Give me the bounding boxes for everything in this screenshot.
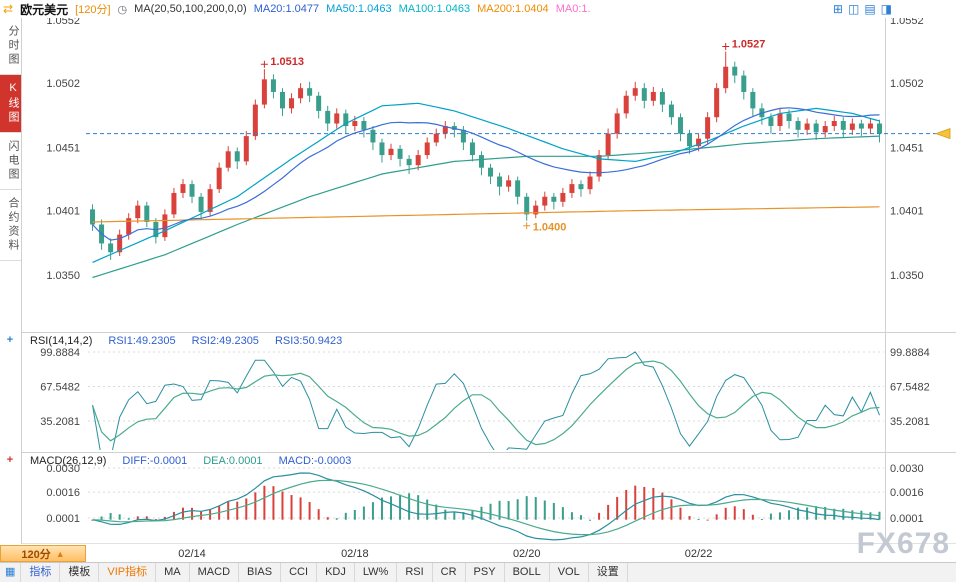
macd-value: MACD:-0.0003 — [278, 455, 352, 467]
rsi2-value: RSI2:49.2305 — [191, 335, 259, 347]
svg-text:0.0030: 0.0030 — [46, 463, 80, 475]
toolbar-item-boll[interactable]: BOLL — [505, 563, 550, 582]
toolbar-item-rsi[interactable]: RSI — [397, 563, 433, 582]
svg-text:1.0350: 1.0350 — [46, 270, 80, 282]
toolbar-item-ma[interactable]: MA — [156, 563, 190, 582]
interval-button[interactable]: 120分 ▲ — [0, 545, 86, 562]
macd-params: MACD(26,12,9) — [30, 455, 107, 467]
svg-text:0.0001: 0.0001 — [890, 513, 924, 525]
link-arrows-icon[interactable]: ⇄ — [3, 2, 14, 16]
svg-text:1.0451: 1.0451 — [46, 143, 80, 155]
svg-text:0.0001: 0.0001 — [46, 513, 80, 525]
layout-split-icon[interactable]: ◨ — [880, 2, 892, 16]
toolbar-item-template[interactable]: 模板 — [60, 563, 100, 582]
toolbar-item-kdj[interactable]: KDJ — [317, 563, 355, 582]
layout-columns-icon[interactable]: ◫ — [847, 2, 860, 16]
ma200-value: MA200:1.0404 — [477, 3, 549, 15]
svg-text:02/14: 02/14 — [178, 548, 206, 560]
svg-text:0.0030: 0.0030 — [890, 463, 924, 475]
symbol-name: 欧元美元 — [20, 2, 69, 17]
bottom-toolbar: ▦ 指标 模板 VIP指标 MA MACD BIAS CCI KDJ LW% R… — [0, 562, 956, 582]
macd-panel-icon[interactable]: + — [6, 454, 14, 466]
layout-rows-icon[interactable]: ▤ — [864, 2, 876, 16]
macd-indicator-header: MACD(26,12,9) DIFF:-0.0001 DEA:0.0001 MA… — [30, 454, 351, 468]
svg-text:0.0016: 0.0016 — [890, 487, 924, 499]
layout-grid-icon[interactable]: ⊞ — [832, 2, 843, 16]
toolbar-item-bias[interactable]: BIAS — [239, 563, 282, 582]
chart-header: ⇄ 欧元美元 [120分] ◷ MA(20,50,100,200,0,0) MA… — [0, 0, 956, 18]
chart-type-sidebar: 分时图 K线图 闪电图 合约资料 — [0, 18, 22, 544]
ma50-value: MA50:1.0463 — [326, 3, 392, 15]
sidebar-item-kline-chart[interactable]: K线图 — [0, 75, 21, 133]
interval-label: [120分] — [75, 4, 111, 16]
svg-text:1.0513: 1.0513 — [270, 56, 304, 68]
toolbar-item-settings[interactable]: 设置 — [589, 563, 628, 582]
chevron-up-icon: ▲ — [55, 548, 65, 559]
toolbar-item-cr[interactable]: CR — [433, 563, 466, 582]
interval-button-label: 120分 — [21, 548, 51, 561]
sidebar-item-time-chart[interactable]: 分时图 — [0, 18, 21, 75]
chart-canvas[interactable]: 1.0552 1.0552 1.0502 1.0502 1.0451 1.0451 1.04… — [0, 0, 956, 562]
dea-value: DEA:0.0001 — [203, 455, 263, 467]
svg-text:0.0016: 0.0016 — [46, 487, 80, 499]
svg-text:67.5482: 67.5482 — [40, 382, 80, 394]
svg-text:1.0552: 1.0552 — [46, 15, 80, 27]
toolbar-item-psy[interactable]: PSY — [466, 563, 505, 582]
svg-text:1.0502: 1.0502 — [46, 78, 80, 90]
ma-settings: MA(20,50,100,200,0,0) — [134, 3, 247, 15]
rsi3-value: RSI3:50.9423 — [274, 335, 343, 347]
svg-text:02/18: 02/18 — [341, 548, 369, 560]
svg-text:67.5482: 67.5482 — [890, 382, 930, 394]
toolbar-item-vol[interactable]: VOL — [550, 563, 589, 582]
rsi1-value: RSI1:49.2305 — [108, 335, 176, 347]
svg-text:1.0350: 1.0350 — [890, 270, 924, 282]
toolbar-item-vip-indicator[interactable]: VIP指标 — [99, 563, 157, 582]
svg-text:35.2081: 35.2081 — [40, 416, 80, 428]
ma0-value: MA0:1. — [555, 3, 591, 15]
svg-text:1.0552: 1.0552 — [890, 15, 924, 27]
svg-text:99.8884: 99.8884 — [40, 347, 80, 359]
svg-text:02/20: 02/20 — [513, 548, 541, 560]
svg-text:1.0527: 1.0527 — [732, 39, 766, 51]
diff-value: DIFF:-0.0001 — [122, 455, 188, 467]
rsi-indicator-header: RSI(14,14,2) RSI1:49.2305 RSI2:49.2305 R… — [30, 334, 342, 348]
rsi-params: RSI(14,14,2) — [30, 335, 93, 347]
svg-text:02/22: 02/22 — [685, 548, 713, 560]
svg-text:1.0401: 1.0401 — [46, 206, 80, 218]
rsi-panel-icon[interactable]: + — [6, 334, 14, 346]
svg-text:99.8884: 99.8884 — [890, 347, 930, 359]
watermark: FX678 — [856, 527, 950, 560]
toolbar-item-cci[interactable]: CCI — [281, 563, 318, 582]
svg-text:1.0451: 1.0451 — [890, 143, 924, 155]
layout-icon-group: ⊞ ◫ ▤ ◨ — [833, 1, 892, 17]
grid-icon[interactable]: ▦ — [0, 563, 22, 582]
clock-icon: ◷ — [117, 3, 128, 16]
svg-text:1.0502: 1.0502 — [890, 78, 924, 90]
svg-text:1.0401: 1.0401 — [890, 206, 924, 218]
sidebar-item-contract-info[interactable]: 合约资料 — [0, 190, 21, 261]
svg-text:35.2081: 35.2081 — [890, 416, 930, 428]
toolbar-item-indicator[interactable]: 指标 — [21, 563, 61, 582]
sidebar-item-tick-chart[interactable]: 闪电图 — [0, 133, 21, 190]
ma100-value: MA100:1.0463 — [398, 3, 471, 15]
svg-text:1.0400: 1.0400 — [533, 222, 567, 234]
ma20-value: MA20:1.0477 — [253, 3, 320, 15]
toolbar-item-macd[interactable]: MACD — [190, 563, 240, 582]
toolbar-item-lw[interactable]: LW% — [355, 563, 398, 582]
